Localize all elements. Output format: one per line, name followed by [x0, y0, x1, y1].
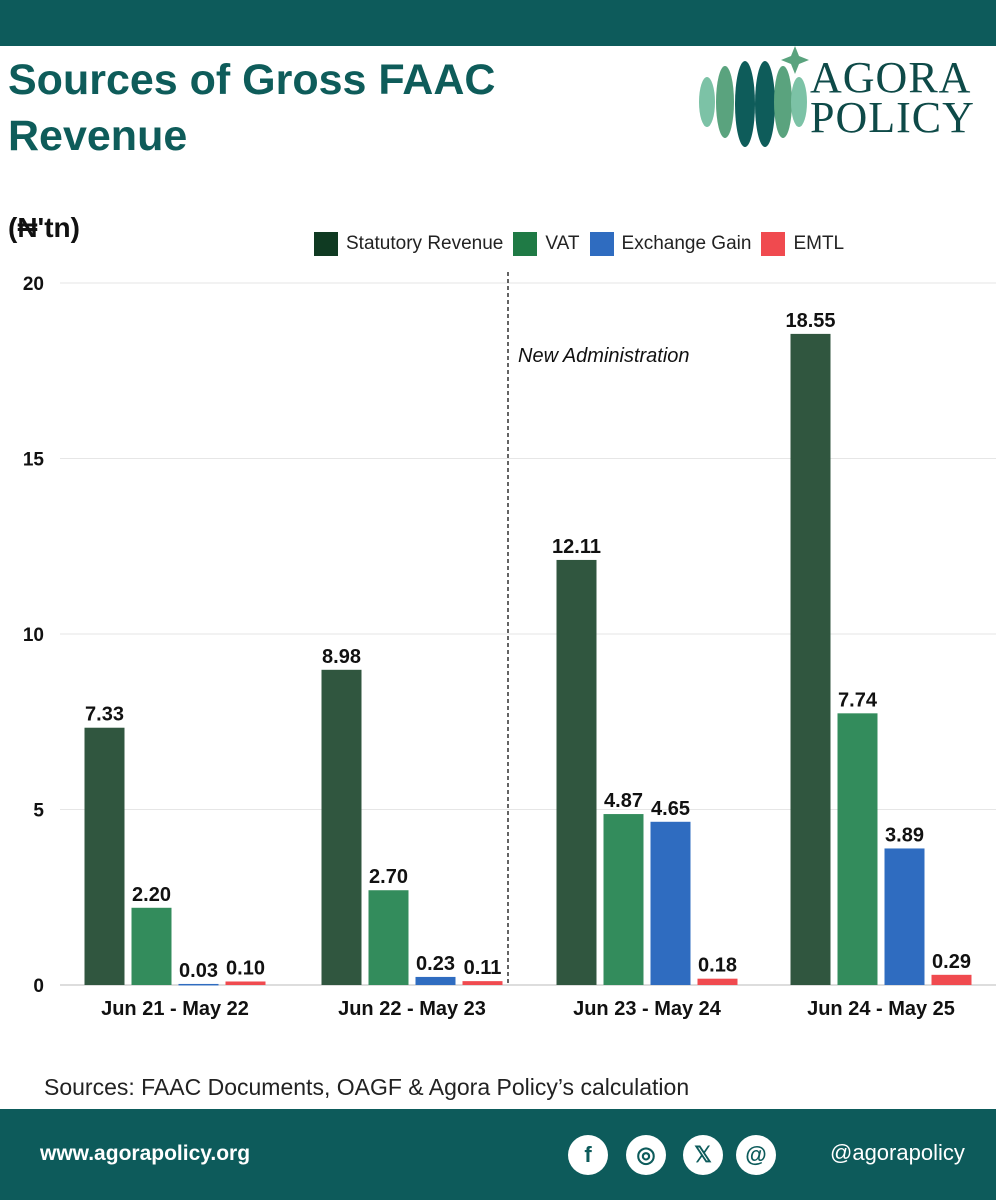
y-tick-label: 20 — [23, 274, 44, 295]
bar-statutory-revenue — [321, 669, 362, 985]
logo-line1: AGORA — [810, 53, 972, 102]
legend-swatch — [761, 232, 786, 256]
y-tick-label: 5 — [33, 801, 44, 822]
x-tick-label: Jun 21 - May 22 — [101, 998, 249, 1020]
data-label: 0.18 — [698, 955, 737, 977]
legend-swatch — [314, 232, 338, 256]
bar-statutory-revenue — [84, 727, 125, 985]
chart-legend: Statutory Revenue VAT Exchange Gain EMTL — [308, 232, 848, 256]
bar-emtl — [225, 981, 266, 985]
data-label: 7.74 — [838, 689, 878, 711]
top-bar — [0, 0, 996, 46]
bar-exchange-gain — [415, 976, 456, 985]
bar-statutory-revenue — [556, 559, 597, 985]
facebook-icon[interactable]: f — [568, 1135, 608, 1175]
social-handle: @agorapolicy — [830, 1140, 965, 1165]
data-label: 8.98 — [322, 646, 361, 668]
bar-exchange-gain — [884, 848, 925, 985]
legend-label: EMTL — [793, 233, 845, 254]
data-label: 4.65 — [651, 798, 690, 820]
y-tick-label: 10 — [23, 625, 44, 646]
bar-vat — [837, 713, 878, 985]
instagram-icon[interactable]: ◎ — [626, 1135, 666, 1175]
legend-item: EMTL — [755, 232, 844, 256]
data-label: 2.20 — [132, 884, 171, 906]
bar-vat — [368, 890, 409, 985]
data-label: 4.87 — [604, 790, 643, 812]
bar-vat — [131, 907, 172, 985]
bar-vat — [603, 814, 644, 985]
logo-mark-icon — [699, 46, 809, 147]
y-tick-label: 0 — [33, 976, 44, 997]
legend-item: Statutory Revenue — [308, 232, 503, 256]
bar-exchange-gain — [650, 821, 691, 985]
bar-statutory-revenue — [790, 333, 831, 985]
y-axis-unit: (₦'tn) — [8, 212, 80, 243]
data-label: 3.89 — [885, 824, 924, 846]
page-title: Sources of Gross FAAC Revenue — [8, 56, 496, 160]
legend-label: VAT — [545, 233, 580, 254]
data-label: 7.33 — [85, 704, 124, 726]
legend-swatch — [589, 232, 614, 256]
legend-swatch — [513, 232, 538, 256]
logo-line2: POLICY — [810, 93, 975, 142]
legend-item: VAT — [507, 232, 580, 256]
data-label: 0.29 — [932, 951, 971, 973]
agora-policy-logo: AGORA POLICY — [695, 44, 995, 154]
website-link[interactable]: www.agorapolicy.org — [40, 1142, 251, 1165]
data-label: 12.11 — [552, 536, 601, 558]
source-note: Sources: FAAC Documents, OAGF & Agora Po… — [44, 1074, 690, 1100]
x-tick-label: Jun 22 - May 23 — [338, 998, 486, 1020]
legend-label: Exchange Gain — [621, 233, 752, 254]
footer: www.agorapolicy.org f ◎ 𝕏 @ @agorapolicy — [0, 1109, 996, 1200]
x-twitter-icon[interactable]: 𝕏 — [683, 1135, 723, 1175]
annotation-new-administration: New Administration — [518, 345, 690, 367]
bar-emtl — [462, 981, 503, 985]
data-label: 0.11 — [464, 957, 502, 979]
bar-emtl — [697, 978, 738, 985]
legend-label: Statutory Revenue — [346, 233, 504, 254]
data-label: 0.23 — [416, 953, 455, 975]
data-label: 0.10 — [226, 957, 265, 979]
threads-icon[interactable]: @ — [736, 1135, 776, 1175]
x-tick-label: Jun 23 - May 24 — [573, 998, 722, 1020]
data-label: 2.70 — [369, 866, 408, 888]
y-tick-label: 15 — [23, 450, 45, 471]
bar-emtl — [931, 974, 972, 985]
legend-item: Exchange Gain — [584, 232, 752, 256]
bar-exchange-gain — [178, 983, 219, 986]
bar-chart: 0 5 10 15 20 7.33 2.20 0.03 0.10 Jun 21 - May 22 8… — [23, 272, 996, 1020]
x-tick-label: Jun 24 - May 25 — [807, 998, 955, 1020]
data-label: 18.55 — [785, 310, 835, 332]
data-label: 0.03 — [179, 960, 218, 982]
